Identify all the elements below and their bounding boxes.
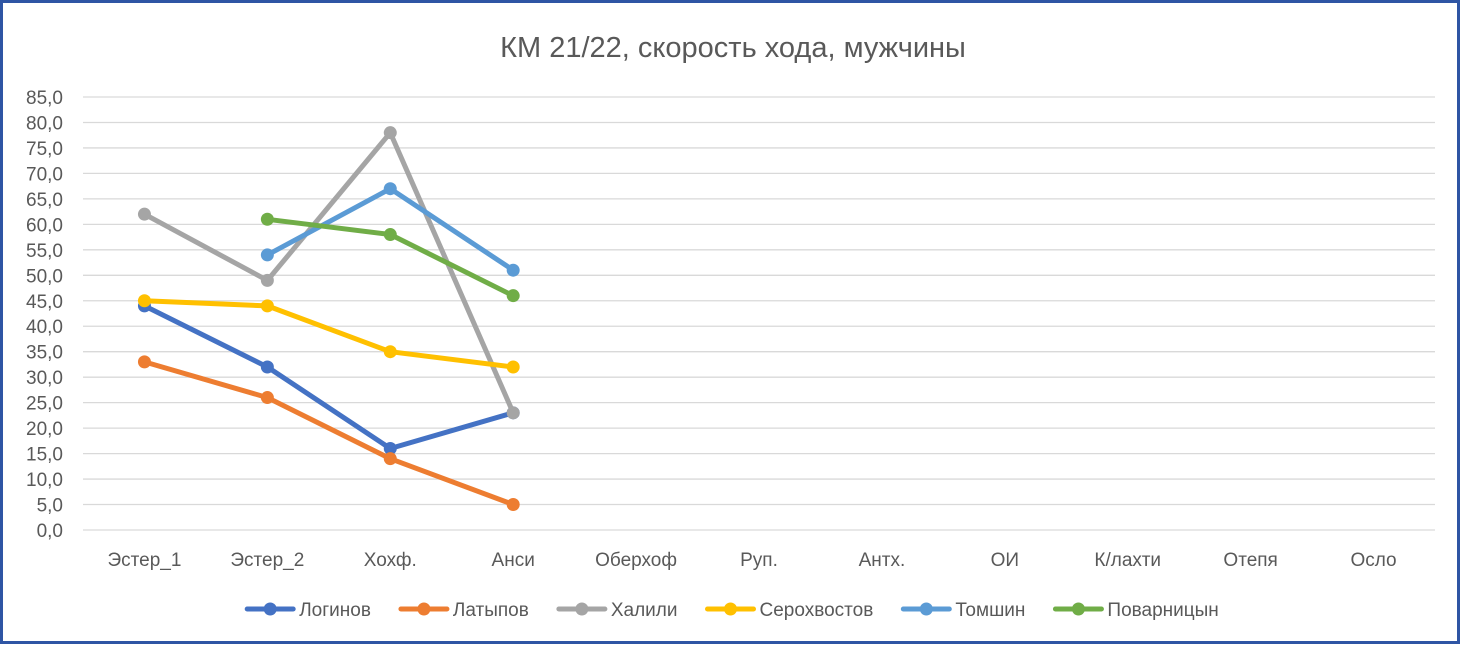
y-tick-label: 50,0 [26, 266, 63, 287]
legend-swatch-marker [575, 602, 589, 616]
legend-item: Поварницын [1052, 600, 1219, 621]
data-point [137, 355, 151, 369]
data-point [260, 248, 274, 262]
data-point [506, 289, 520, 303]
data-point [383, 441, 397, 455]
y-tick-label: 80,0 [26, 113, 63, 134]
legend-label: Латыпов [453, 600, 529, 621]
x-tick-label: Отепя [1223, 550, 1277, 571]
legend-swatch-marker [263, 602, 277, 616]
legend-item: Томшин [900, 600, 1025, 621]
y-tick-label: 35,0 [26, 343, 63, 364]
legend-item: Латыпов [398, 600, 529, 621]
x-tick-label: Руп. [740, 550, 778, 571]
series-group [260, 212, 520, 303]
legend-item: Халили [556, 600, 678, 621]
y-tick-label: 45,0 [26, 292, 63, 313]
data-point [506, 498, 520, 512]
data-point [137, 294, 151, 308]
x-tick-label: Оберхоф [595, 550, 677, 571]
data-point [383, 228, 397, 242]
y-tick-label: 5,0 [37, 496, 63, 517]
data-point [383, 345, 397, 359]
y-tick-label: 30,0 [26, 368, 63, 389]
legend-label: Серохвостов [760, 600, 874, 621]
data-point [383, 452, 397, 466]
legend-swatch-marker [919, 602, 933, 616]
series-group [137, 126, 520, 420]
legend-swatch-marker [724, 602, 738, 616]
data-point [260, 360, 274, 374]
line-chart: КМ 21/22, скорость хода, мужчины 0,0 5,0 1… [26, 32, 1435, 621]
series-line [142, 130, 516, 416]
legend: Логинов Латыпов Халили Серохвостов Томшин Пов… [244, 600, 1219, 621]
series-line [142, 359, 516, 507]
data-point [506, 406, 520, 420]
y-tick-label: 65,0 [26, 190, 63, 211]
x-tick-label: К/лахти [1094, 550, 1161, 571]
data-point [383, 126, 397, 140]
data-point [260, 273, 274, 287]
x-tick-label: Анси [492, 550, 535, 571]
data-point [383, 182, 397, 196]
legend-label: Халили [611, 600, 678, 621]
data-point [260, 212, 274, 226]
y-tick-label: 60,0 [26, 215, 63, 236]
y-tick-label: 55,0 [26, 241, 63, 262]
x-tick-label: Осло [1350, 550, 1396, 571]
y-tick-label: 25,0 [26, 394, 63, 415]
y-tick-label: 10,0 [26, 470, 63, 491]
legend-swatch-marker [417, 602, 431, 616]
data-point [260, 391, 274, 405]
y-tick-label: 20,0 [26, 419, 63, 440]
data-point [506, 263, 520, 277]
legend-label: Томшин [955, 600, 1025, 621]
data-point [506, 360, 520, 374]
series-lines [137, 126, 520, 512]
x-tick-label: ОИ [991, 550, 1019, 571]
x-tick-label: Эстер_1 [107, 550, 181, 571]
data-point [260, 299, 274, 313]
y-axis-tick-labels: 0,0 5,0 10,0 15,0 20,0 25,0 30,0 35,0 40,0 45,0 50… [26, 88, 63, 542]
series-group [137, 294, 520, 374]
gridlines [83, 96, 1435, 531]
y-tick-label: 0,0 [37, 521, 63, 542]
legend-swatch-marker [1071, 602, 1085, 616]
legend-item: Логинов [244, 600, 371, 621]
legend-label: Поварницын [1107, 600, 1218, 621]
x-tick-label: Антх. [859, 550, 906, 571]
legend-label: Логинов [299, 600, 371, 621]
x-axis-tick-labels: Эстер_1 Эстер_2 Хохф. Анси Оберхоф Руп. Антх. О… [107, 550, 1396, 571]
y-tick-label: 70,0 [26, 164, 63, 185]
y-tick-label: 40,0 [26, 317, 63, 338]
chart-title: КМ 21/22, скорость хода, мужчины [500, 32, 966, 64]
x-tick-label: Хохф. [364, 550, 417, 571]
series-group [137, 355, 520, 512]
data-point [137, 207, 151, 221]
legend-item: Серохвостов [705, 600, 874, 621]
x-tick-label: Эстер_2 [230, 550, 304, 571]
series-line [142, 303, 516, 451]
series-group [260, 182, 520, 277]
y-tick-label: 15,0 [26, 445, 63, 466]
y-tick-label: 85,0 [26, 88, 63, 109]
series-line [142, 298, 516, 370]
y-tick-label: 75,0 [26, 139, 63, 160]
